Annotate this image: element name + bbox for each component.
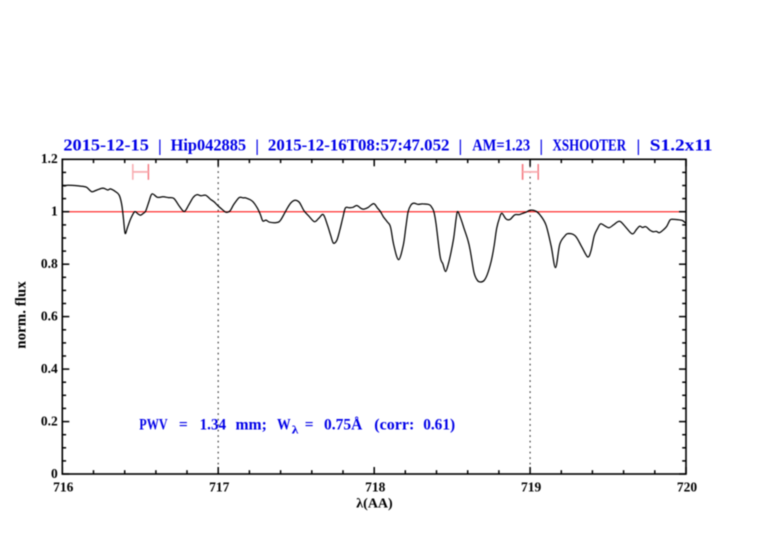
svg-text:0.75Å: 0.75Å <box>324 415 363 433</box>
svg-text:719: 719 <box>521 479 542 494</box>
svg-text:717: 717 <box>209 479 230 494</box>
svg-text:W: W <box>277 416 291 433</box>
svg-text:0.4: 0.4 <box>41 361 58 376</box>
svg-text:0.2: 0.2 <box>41 413 58 428</box>
svg-text:|: | <box>637 137 641 156</box>
svg-text:λ: λ <box>292 424 299 436</box>
svg-text:2015-12-15: 2015-12-15 <box>63 136 148 155</box>
svg-text:|: | <box>539 137 543 156</box>
svg-text:PWV: PWV <box>139 416 168 433</box>
svg-text:mm;: mm; <box>236 416 267 433</box>
svg-text:0.8: 0.8 <box>41 256 58 271</box>
svg-text:0: 0 <box>51 466 58 481</box>
svg-text:1: 1 <box>51 204 58 219</box>
svg-text:norm. flux: norm. flux <box>14 281 30 349</box>
svg-text:1.34: 1.34 <box>200 416 227 433</box>
svg-text:2015-12-16T08:57:47.052: 2015-12-16T08:57:47.052 <box>268 136 450 155</box>
svg-text:0.6: 0.6 <box>41 309 58 324</box>
svg-text:λ(AA): λ(AA) <box>356 497 393 512</box>
svg-text:|: | <box>255 137 259 156</box>
svg-text:|: | <box>158 137 162 156</box>
svg-text:720: 720 <box>677 479 698 494</box>
svg-text:S1.2x11: S1.2x11 <box>650 136 713 155</box>
svg-text:=: = <box>179 416 188 433</box>
svg-text:|: | <box>459 137 463 156</box>
svg-text:(corr:: (corr: <box>374 416 414 433</box>
svg-text:1.2: 1.2 <box>41 151 58 166</box>
svg-text:716: 716 <box>53 479 74 494</box>
svg-text:AM=1.23: AM=1.23 <box>472 136 530 155</box>
svg-text:=: = <box>305 416 314 433</box>
svg-text:718: 718 <box>365 479 386 494</box>
svg-text:0.61): 0.61) <box>423 416 455 433</box>
svg-text:Hip042885: Hip042885 <box>171 136 247 155</box>
svg-text:XSHOOTER: XSHOOTER <box>553 136 627 155</box>
